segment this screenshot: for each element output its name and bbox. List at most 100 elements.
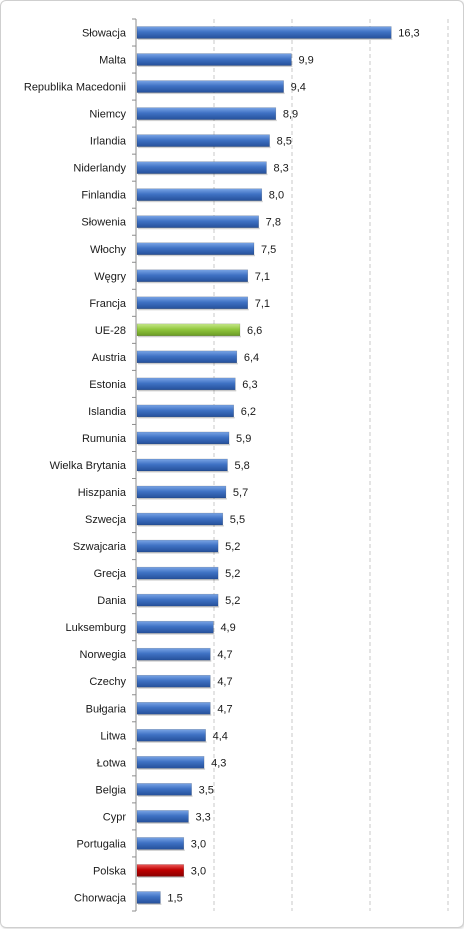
category-label: Rumunia (82, 433, 127, 445)
category-label: UE-28 (95, 325, 126, 337)
bar-shadow (138, 92, 285, 95)
category-label: Węgry (94, 271, 126, 283)
bar-shadow (138, 471, 229, 473)
bar-28 (136, 783, 192, 796)
value-label: 4,7 (217, 649, 232, 661)
category-label: Estonia (89, 379, 127, 391)
category-label: Cypr (103, 811, 127, 823)
bar-4 (136, 134, 270, 147)
category-label: Malta (99, 55, 127, 67)
category-label: Polska (93, 865, 127, 877)
bar-2 (136, 80, 284, 93)
category-label: Słowenia (81, 217, 127, 229)
category-label: Szwajcaria (73, 541, 127, 553)
bar-shadow (138, 443, 231, 446)
category-label: Słowacja (82, 28, 127, 40)
bar-22 (136, 620, 214, 634)
bar-15 (136, 431, 230, 445)
bars-group (136, 26, 393, 905)
bar-14 (136, 404, 234, 418)
bar-shadow (138, 552, 220, 554)
category-label: Niemcy (89, 109, 126, 121)
bar-11 (136, 323, 241, 337)
category-label: Grecja (94, 568, 127, 580)
category-label: Dania (97, 595, 127, 607)
bar-shadow (138, 38, 393, 41)
value-label: 6,2 (241, 406, 256, 418)
bar-16 (136, 458, 228, 472)
value-label: 16,3 (398, 28, 419, 40)
bar-shadow (138, 741, 207, 743)
category-label: Niderlandy (73, 163, 126, 175)
bar-20 (136, 566, 219, 580)
value-label: 6,3 (242, 379, 257, 391)
category-label: Portugalia (76, 838, 126, 850)
value-label: 3,0 (191, 865, 206, 877)
category-label: Łotwa (97, 757, 127, 769)
category-label: Republika Macedonii (24, 82, 126, 94)
value-label: 4,7 (217, 703, 232, 715)
bar-shadow (138, 173, 268, 176)
category-label: Hiszpania (78, 487, 127, 499)
category-label: Islandia (88, 406, 127, 418)
bar-24 (136, 674, 211, 688)
value-label: 8,0 (269, 190, 284, 202)
bar-shadow (138, 200, 263, 203)
value-label: 8,9 (283, 109, 298, 121)
bar-27 (136, 756, 205, 769)
category-label: Irlandia (90, 136, 127, 148)
bar-25 (136, 702, 211, 715)
bar-7 (136, 215, 259, 228)
category-label: Wielka Brytania (50, 460, 127, 472)
bar-32 (136, 891, 161, 904)
bar-26 (136, 729, 206, 742)
bar-10 (136, 296, 249, 310)
value-label: 9,9 (298, 55, 313, 67)
value-label: 7,1 (255, 271, 270, 283)
value-label: 6,4 (244, 352, 259, 364)
value-label: 7,1 (255, 298, 270, 310)
value-label: 4,4 (213, 730, 228, 742)
bar-8 (136, 242, 255, 256)
bar-shadow (138, 606, 220, 608)
bar-31 (136, 864, 185, 877)
value-label: 6,6 (247, 325, 262, 337)
bar-shadow (138, 795, 193, 797)
value-label: 5,5 (230, 514, 245, 526)
bar-30 (136, 837, 185, 850)
value-label: 7,8 (266, 217, 281, 229)
bar-13 (136, 377, 236, 391)
value-label: 9,4 (291, 82, 306, 94)
category-axis (132, 18, 137, 912)
category-label: Włochy (90, 244, 127, 256)
bar-6 (136, 188, 263, 201)
bar-shadow (138, 119, 277, 122)
bar-shadow (138, 498, 227, 500)
bar-shadow (138, 146, 271, 149)
value-label: 5,2 (225, 541, 240, 553)
value-label: 3,3 (195, 811, 210, 823)
category-labels: Słowacja Malta Republika Macedonii Niemcy Ir… (24, 28, 127, 905)
bar-3 (136, 107, 277, 120)
bar-shadow (138, 822, 190, 824)
bar-shadow (138, 768, 206, 770)
value-label: 7,5 (261, 244, 276, 256)
bar-shadow (138, 660, 212, 662)
category-label: Czechy (89, 676, 126, 688)
bar-shadow (138, 362, 238, 365)
bar-shadow (138, 876, 185, 878)
category-label: Finlandia (81, 190, 127, 202)
bar-21 (136, 593, 219, 607)
bar-9 (136, 269, 249, 283)
category-label: Francja (89, 298, 127, 310)
category-label: Norwegia (80, 649, 127, 661)
value-labels: 16,3 9,9 9,4 8,9 8,5 8,3 8,0 7,8 7,5 7,1 7,1 6,6 6,4… (167, 28, 419, 905)
bar-1 (136, 53, 292, 66)
value-label: 4,9 (220, 622, 235, 634)
bar-shadow (138, 849, 185, 851)
bar-0 (136, 26, 392, 39)
value-label: 4,3 (211, 757, 226, 769)
bar-shadow (138, 416, 235, 419)
category-label: Bułgaria (86, 703, 127, 715)
